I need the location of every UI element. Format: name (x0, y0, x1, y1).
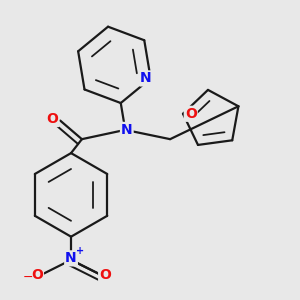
Text: O: O (46, 112, 58, 126)
Text: N: N (121, 123, 133, 137)
Text: O: O (185, 107, 197, 121)
Text: N: N (65, 251, 77, 266)
Text: N: N (140, 71, 152, 85)
Text: +: + (76, 246, 84, 256)
Text: O: O (31, 268, 43, 282)
Text: O: O (99, 268, 111, 282)
Text: −: − (22, 272, 33, 284)
